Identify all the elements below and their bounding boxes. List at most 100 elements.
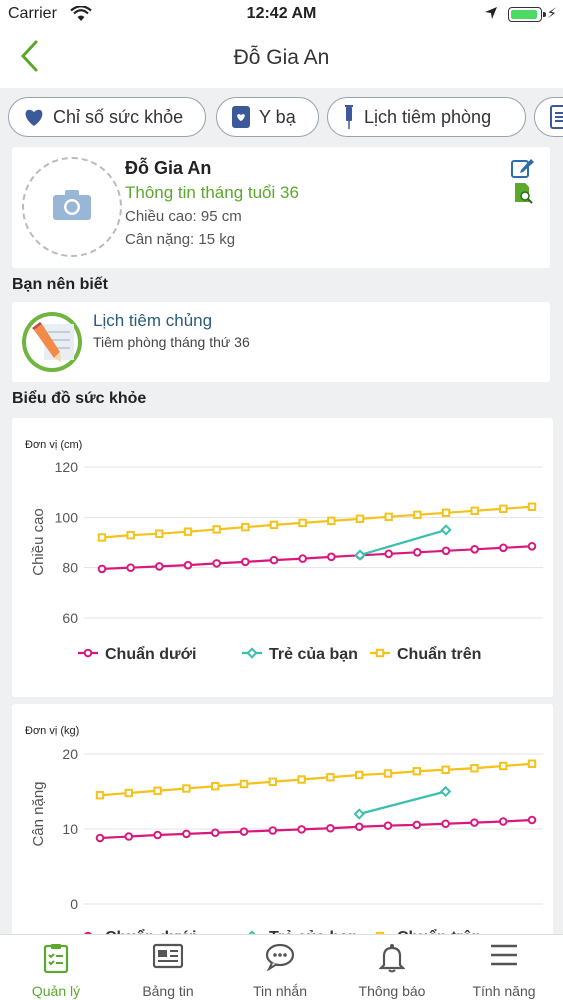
data-point [97,533,107,542]
data-point [441,546,451,556]
data-point [384,512,393,522]
data-point [241,557,250,567]
data-point [182,829,191,839]
tab-vaccination-schedule[interactable]: Lịch tiêm phòng [327,97,526,137]
month-info: Thông tin tháng tuổi 36 [125,183,299,202]
tab-bar-manage[interactable]: Quản lý [0,935,112,1000]
tab-bar-news[interactable]: Bảng tin [112,935,224,1000]
data-point [298,518,307,528]
series-line [101,545,533,571]
data-point [212,559,221,568]
document-icon [549,105,563,129]
tab-more[interactable] [534,97,563,137]
series-line [99,818,533,840]
pencil-paper-icon [20,310,84,379]
data-point [412,767,422,776]
data-point [183,527,193,536]
data-point [239,779,249,789]
y-tick-label: 100 [55,509,79,525]
series-line [101,505,533,539]
height-chart-svg: Đơn vị (cm) Chiều cao 120 100 80 60 Chuẩn dưới… [25,439,543,663]
data-point [182,784,191,793]
page-title: Đỗ Gia An [233,46,330,69]
data-point [470,764,479,773]
data-point [527,759,537,768]
avatar[interactable] [22,157,122,257]
legend-label[interactable]: Chuẩn dưới [105,645,196,663]
data-point [95,833,105,843]
tab-bar-label: Tính năng [472,983,536,999]
data-point [124,788,133,798]
tab-bar-messages[interactable]: Tin nhắn [224,935,336,1000]
data-point [126,563,135,572]
profile-card: Đỗ Gia An Thông tin tháng tuổi 36 Chiều … [12,147,550,268]
edit-icon[interactable] [511,157,535,184]
data-point [268,777,278,786]
chart-y-axis-label: Cân nặng [30,781,47,846]
data-point [326,823,335,833]
status-bar: Carrier 12:42 AM ⚡ [0,0,563,28]
data-point [155,529,164,538]
heart-book-icon [231,105,251,129]
camera-icon [52,189,92,226]
y-tick-label: 20 [62,746,78,762]
data-point [383,821,393,830]
chat-icon [224,943,336,971]
tab-bar-notifications[interactable]: Thông báo [336,935,448,1000]
data-point [470,818,479,827]
data-point [470,506,479,515]
category-tabs: Chỉ số sức khỏe Y bạ Lịch tiêm phòng [0,88,563,144]
data-point [441,819,450,829]
data-point [413,548,422,557]
vaccination-news-item[interactable]: Lịch tiêm chủng Tiêm phòng tháng thứ 36 [12,302,550,382]
heart-icon [23,107,45,127]
data-point [210,828,220,838]
data-point [440,524,452,536]
y-tick-label: 80 [62,560,78,576]
chart-unit-label: Đơn vị (kg) [25,725,79,737]
data-point [298,554,307,563]
data-point [441,765,450,774]
height-chart: Đơn vị (cm) Chiều cao 120 100 80 60 Chuẩn dưới… [12,418,553,697]
legend-label[interactable]: Trẻ của bạn [269,646,358,663]
y-tick-label: 60 [62,610,78,626]
tab-bar-label: Quản lý [31,983,81,999]
data-point [211,782,220,791]
data-point [354,549,366,561]
y-tick-label: 0 [70,896,78,912]
section-title-know: Bạn nên biết [12,276,109,293]
data-point [326,773,335,782]
tab-bar-label: Tin nhắn [253,983,307,999]
data-point [470,544,479,554]
data-point [353,808,365,820]
back-chevron-icon[interactable] [18,38,42,79]
data-point [297,775,306,784]
data-point [268,826,278,835]
section-title-health-chart: Biểu đồ sức khỏe [12,390,147,407]
tab-medical-book[interactable]: Y bạ [216,97,319,137]
tab-bar-features[interactable]: Tính năng [448,935,560,1000]
data-point [441,508,451,518]
data-point [269,555,279,565]
data-point [384,549,393,559]
document-search-icon[interactable] [514,182,534,209]
menu-icon [448,943,560,967]
news-subtitle: Tiêm phòng tháng thứ 36 [93,334,250,350]
data-point [527,815,537,825]
data-point [412,820,422,830]
legend-label[interactable]: Chuẩn trên [397,645,481,663]
data-point [499,761,508,771]
height-info: Chiều cao: 95 cm [125,208,242,225]
series-line [99,762,533,797]
data-point [241,522,250,532]
news-title: Lịch tiêm chủng [93,311,213,330]
tab-health-index[interactable]: Chỉ số sức khỏe [8,97,206,137]
charging-bolt-icon: ⚡ [547,5,557,21]
series-line [359,528,447,557]
tab-label: Y bạ [259,106,296,127]
y-tick-label: 120 [55,459,79,475]
data-point [327,552,336,562]
data-point [97,564,107,574]
data-point [527,541,537,551]
wifi-icon [70,5,92,27]
